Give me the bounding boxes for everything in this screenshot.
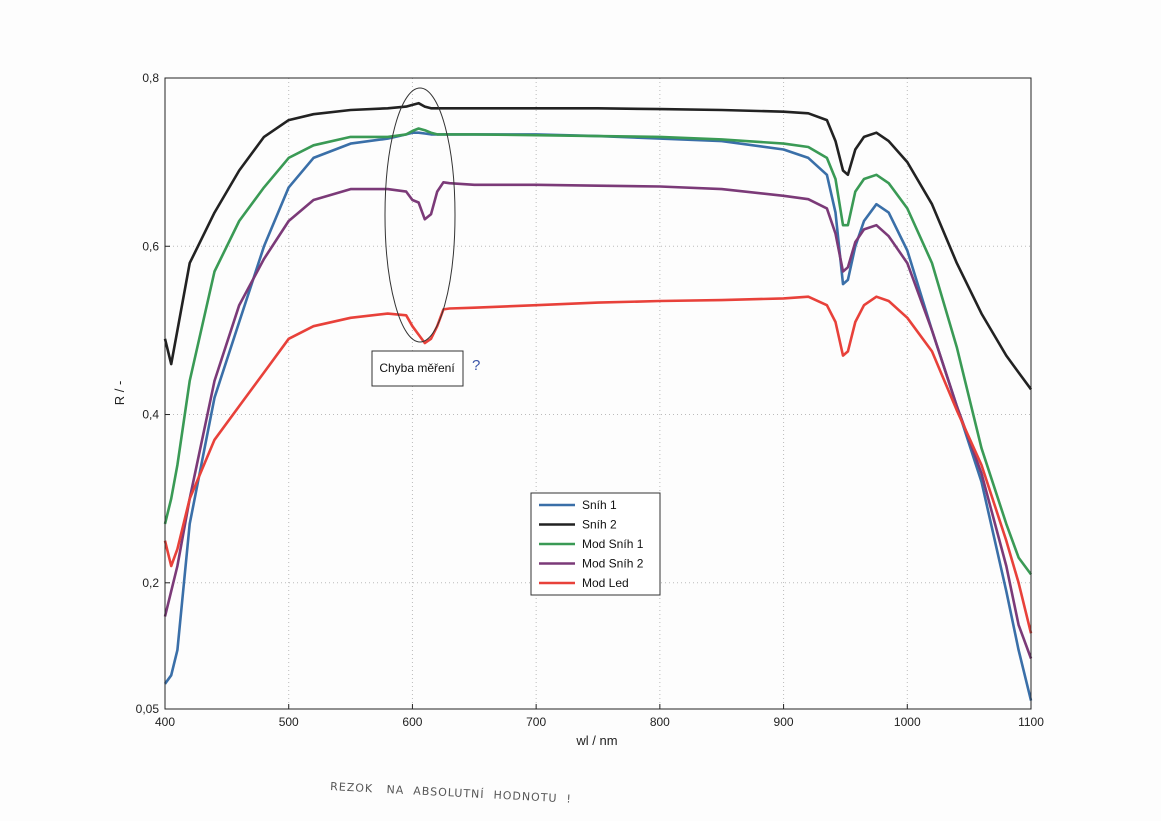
y-tick-label: 0,4 <box>142 408 159 422</box>
x-tick-label: 700 <box>526 715 546 729</box>
x-axis-label: wl / nm <box>575 733 617 748</box>
x-tick-label: 800 <box>650 715 670 729</box>
error-region-ellipse <box>384 87 456 343</box>
handwritten-question-mark: ? <box>472 357 480 374</box>
legend-label: Sníh 2 <box>582 518 617 532</box>
plot-area-frame <box>164 77 1032 710</box>
series-line-5 <box>163 295 1033 634</box>
legend: Sníh 1 Sníh 2 Mod Sníh 1 Mod Sníh 2 Mod Led <box>530 492 661 596</box>
legend-label: Mod Led <box>582 576 629 590</box>
series-line-4 <box>163 181 1033 659</box>
y-tick-label: 0,8 <box>142 71 159 85</box>
y-tick-label: 0,6 <box>142 239 159 253</box>
legend-label: Mod Sníh 2 <box>582 557 644 571</box>
series-line-2 <box>163 101 1033 391</box>
x-tick-label: 400 <box>155 715 175 729</box>
y-axis-label: R / - <box>112 381 127 406</box>
x-axis-ticks: 400 500 600 700 800 900 1000 1100 <box>155 704 1044 729</box>
x-tick-label: 1100 <box>1018 715 1044 729</box>
y-tick-label: 0,05 <box>136 702 160 716</box>
x-tick-label: 500 <box>279 715 299 729</box>
series-line-3 <box>163 127 1033 576</box>
legend-label: Mod Sníh 1 <box>582 537 644 551</box>
x-tick-label: 600 <box>402 715 422 729</box>
y-axis-ticks: 0,05 0,2 0,4 0,6 0,8 <box>136 71 170 716</box>
series-line-1 <box>163 131 1033 701</box>
series-lines <box>163 101 1033 701</box>
x-tick-label: 1000 <box>894 715 921 729</box>
svg-text:REZOK NA ABSOLUTNÍ HODNOTU: REZOK NA ABSOLUTNÍ HODNOTU ! <box>330 780 572 806</box>
grid <box>165 78 1031 709</box>
annotation-box <box>371 350 464 387</box>
x-tick-label: 900 <box>774 715 794 729</box>
y-tick-label: 0,2 <box>142 576 159 590</box>
handwritten-note: REZOK NA ABSOLUTNÍ HODNOTU ! <box>330 780 572 806</box>
annotation-text: Chyba měření <box>379 361 455 375</box>
legend-label: Sníh 1 <box>582 498 617 512</box>
